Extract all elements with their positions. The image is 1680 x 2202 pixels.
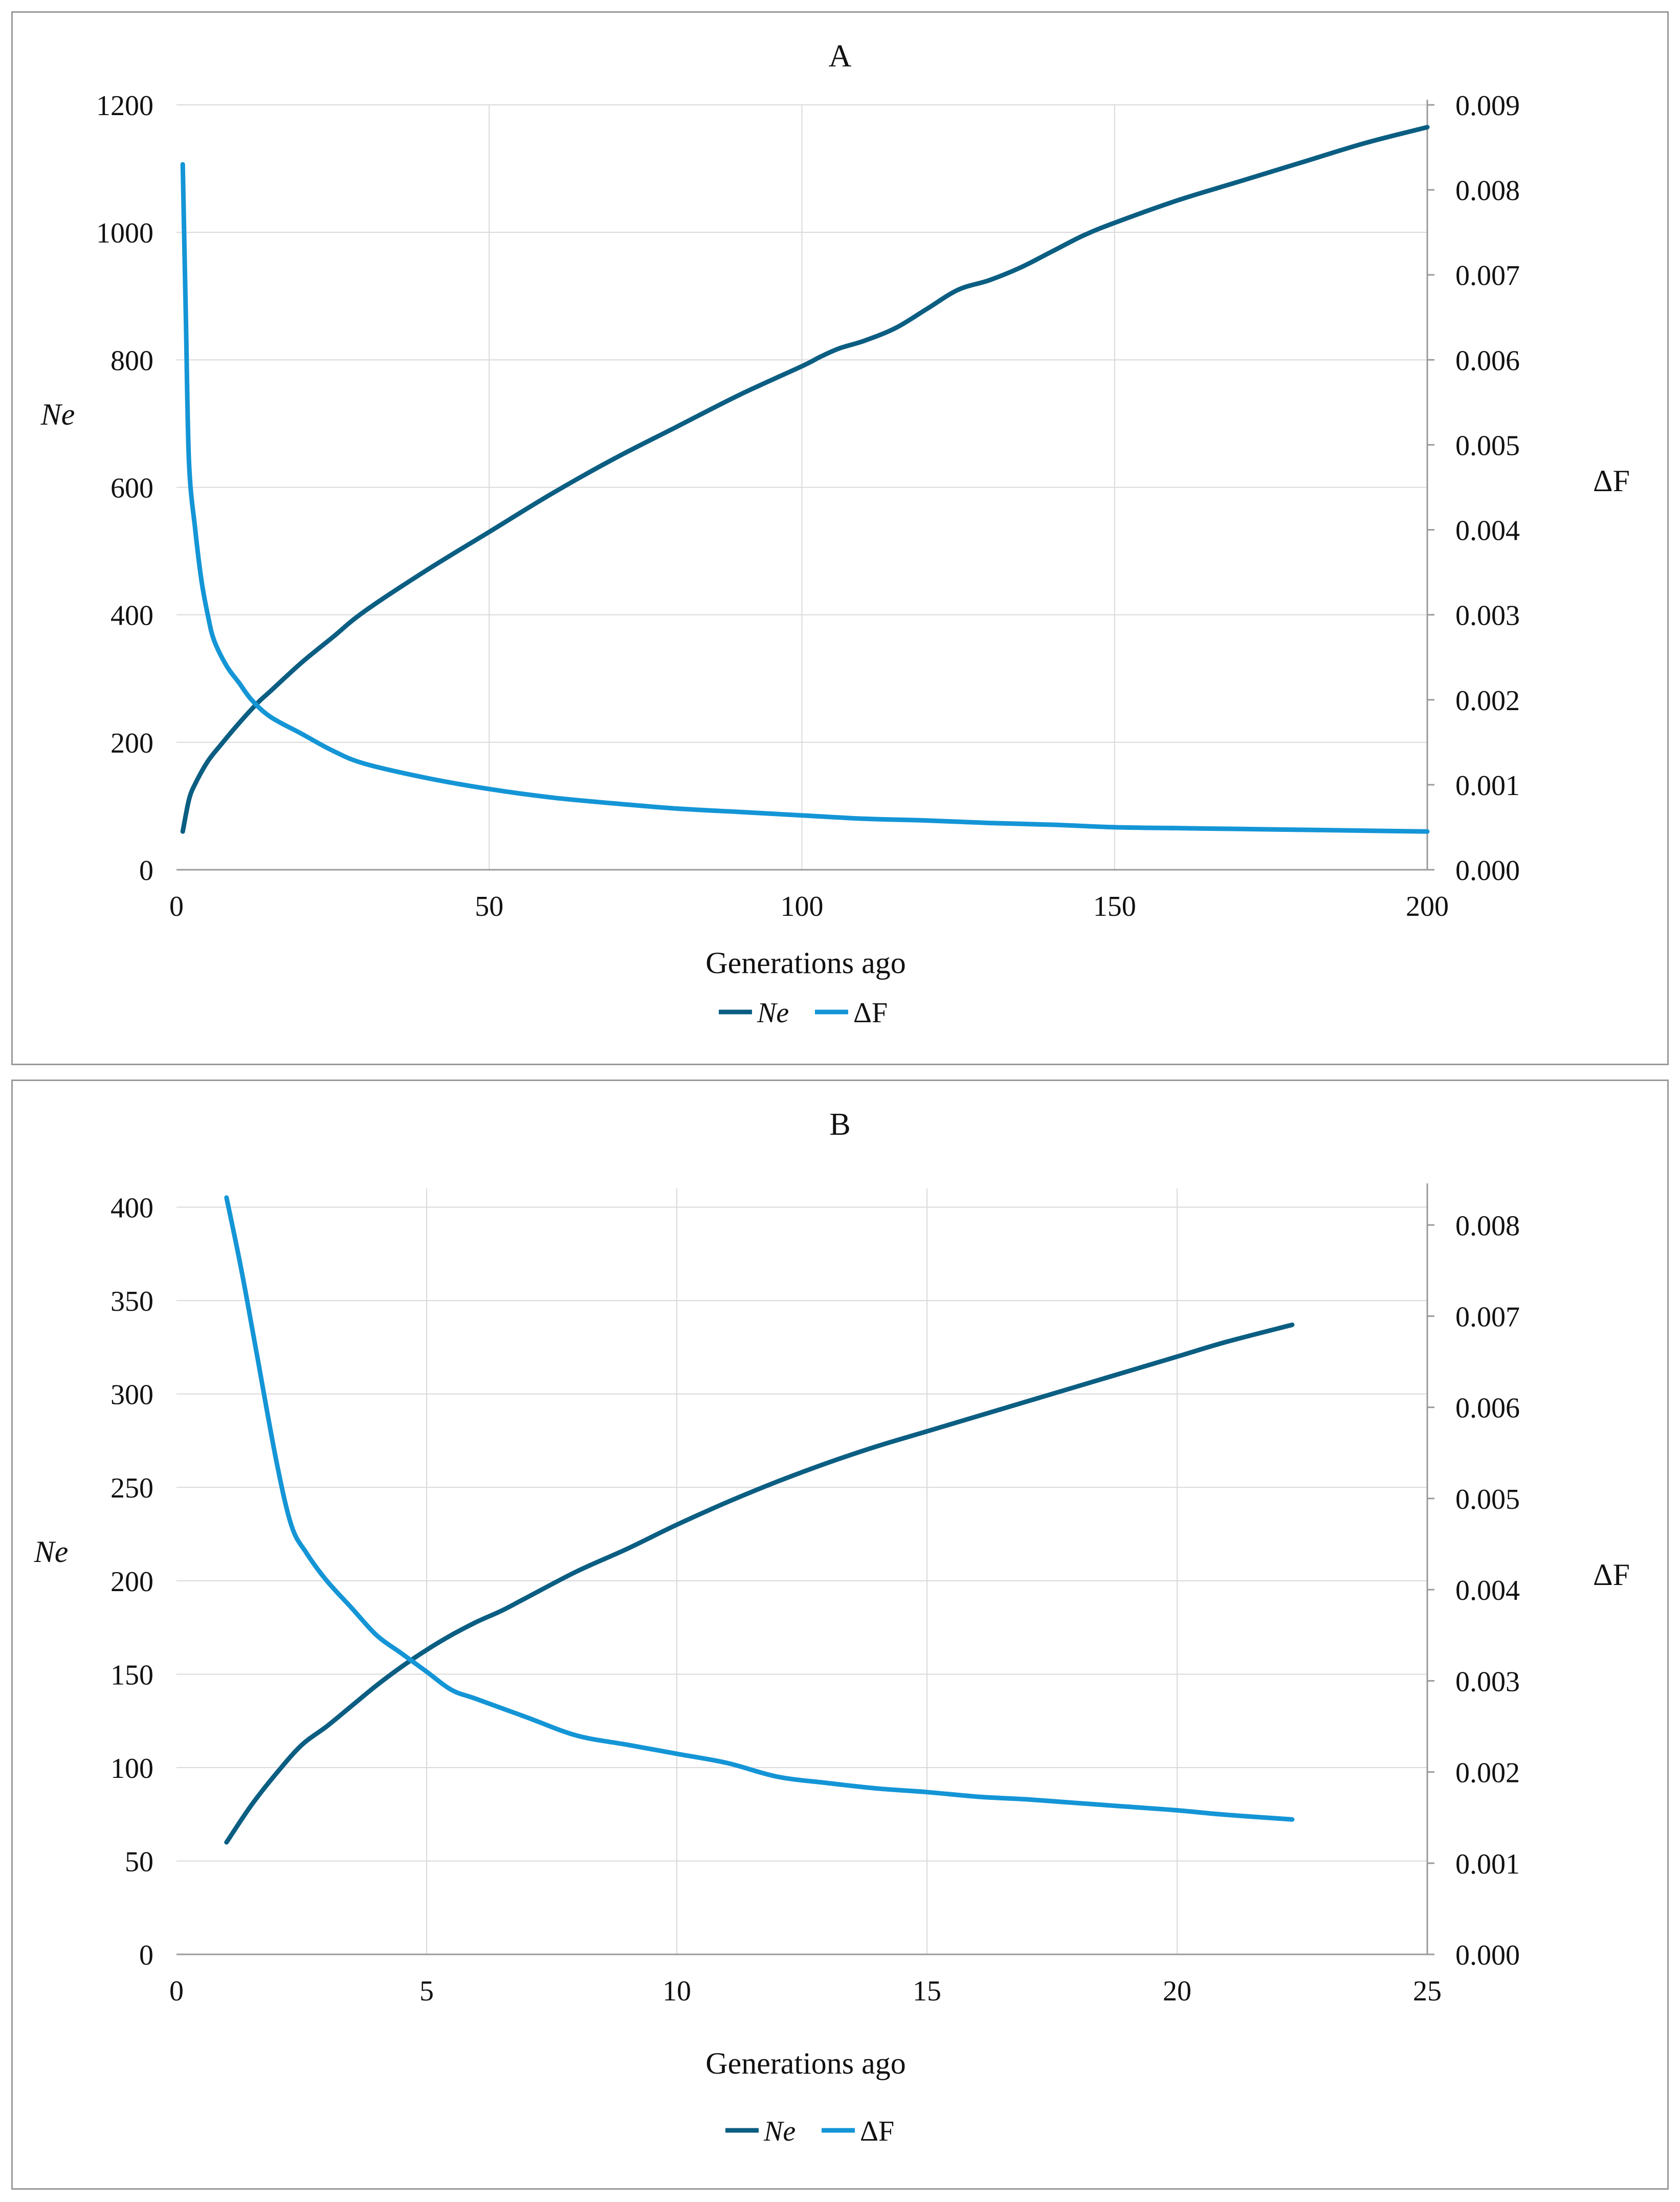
- chart-b-y-tick-label: 50: [125, 1846, 153, 1878]
- chart-b-y2-tick-label: 0.004: [1455, 1575, 1520, 1606]
- chart-b-y-tick-label: 150: [110, 1659, 153, 1691]
- chart-b-y-tick-label: 0: [139, 1940, 153, 1971]
- chart-b-title: B: [829, 1107, 850, 1142]
- chart-b-x-tick-label: 20: [1163, 1975, 1191, 2007]
- chart-b-x-tick-label: 0: [169, 1975, 184, 2007]
- chart-b-x-label: Generations ago: [705, 2046, 906, 2080]
- chart-a-series-delta-f-line: [180, 162, 1430, 834]
- chart-a-x-tick-label: 100: [781, 891, 824, 922]
- chart-b-series-delta-f-line: [224, 1195, 1295, 1822]
- chart-b-y2-tick-label: 0.001: [1455, 1848, 1520, 1880]
- chart-b-y-tick-label: 400: [110, 1193, 153, 1224]
- chart-b-x-tick-label: 25: [1413, 1975, 1442, 2007]
- chart-a-y-label: Ne: [40, 398, 75, 431]
- chart-b-y-tick-label: 250: [110, 1472, 153, 1504]
- chart-b-legend-ne-label: Ne: [763, 2116, 795, 2147]
- chart-b-y2-tick-label: 0.000: [1455, 1940, 1520, 1971]
- chart-a-y2-tick-label: 0.006: [1455, 345, 1520, 377]
- chart-b-y-tick-label: 200: [110, 1566, 153, 1598]
- chart-a-y-tick-label: 1200: [96, 90, 153, 122]
- chart-b-y-tick-label: 350: [110, 1286, 153, 1317]
- chart-a-x-tick-label: 0: [169, 891, 184, 922]
- chart-a-y2-tick-label: 0.001: [1455, 770, 1520, 802]
- chart-b-y2-label: ΔF: [1593, 1558, 1630, 1592]
- chart-a-svg: A Ne ΔF Generations ago Ne ΔF 0 50 100 150 2…: [40, 39, 1630, 1029]
- chart-a-y2-tick-label: 0.009: [1455, 90, 1520, 122]
- chart-panel-a: A Ne ΔF Generations ago Ne ΔF 0 50 100 150 2…: [11, 11, 1669, 1065]
- chart-a-legend-ne-label: Ne: [757, 997, 789, 1029]
- chart-a-y2-tick-label: 0.008: [1455, 175, 1520, 207]
- chart-a-y2-tick-label: 0.002: [1455, 685, 1520, 717]
- chart-a-gridlines: [176, 104, 1428, 870]
- chart-a-y-tick-label: 1000: [96, 217, 153, 249]
- chart-b-x-tick-label: 5: [419, 1975, 434, 2007]
- chart-a-x-label: Generations ago: [705, 946, 906, 980]
- chart-b-gridlines: [176, 1188, 1428, 1954]
- chart-a-y2-tick-label: 0.003: [1455, 600, 1520, 632]
- chart-b-y-tick-label: 300: [110, 1379, 153, 1411]
- chart-a-y-tick-label: 0: [139, 855, 153, 887]
- chart-b-series-ne-line: [224, 1323, 1295, 1845]
- chart-panel-b: B Ne ΔF Generations ago Ne ΔF 0 5 10 15 20 25…: [11, 1080, 1669, 2190]
- chart-b-svg: B Ne ΔF Generations ago Ne ΔF 0 5 10 15 20 25…: [34, 1107, 1630, 2147]
- chart-b-y2-tick-label: 0.006: [1455, 1393, 1520, 1424]
- chart-a-x-tick-label: 200: [1406, 891, 1449, 922]
- chart-b-y-tick-label: 100: [110, 1753, 153, 1785]
- chart-a-y2-tick-label: 0.007: [1455, 260, 1520, 292]
- chart-b-x-tick-label: 10: [662, 1975, 691, 2007]
- chart-a-legend-df-label: ΔF: [853, 997, 888, 1029]
- chart-b-y2-tick-label: 0.008: [1455, 1210, 1520, 1242]
- chart-b-legend-df-label: ΔF: [860, 2116, 894, 2147]
- chart-a-y2-label: ΔF: [1593, 464, 1630, 498]
- chart-a-y2-tick-label: 0.004: [1455, 515, 1520, 547]
- chart-a-y-tick-label: 200: [110, 728, 153, 759]
- chart-a-series-ne-line: [180, 125, 1430, 834]
- chart-a-x-tick-label: 50: [475, 891, 503, 922]
- chart-a-y-tick-label: 400: [110, 600, 153, 632]
- chart-a-y2-tick-label: 0.005: [1455, 430, 1520, 461]
- chart-a-x-tick-label: 150: [1093, 891, 1136, 922]
- chart-b-y2-tick-label: 0.007: [1455, 1302, 1520, 1333]
- chart-b-x-tick-label: 15: [913, 1975, 941, 2007]
- chart-b-y2-tick-label: 0.002: [1455, 1757, 1520, 1789]
- chart-b-y2-tick-label: 0.005: [1455, 1484, 1520, 1515]
- chart-a-y-tick-label: 800: [110, 345, 153, 377]
- chart-b-y-label: Ne: [34, 1535, 69, 1569]
- chart-a-title: A: [829, 39, 852, 74]
- chart-a-y2-tick-label: 0.000: [1455, 855, 1520, 887]
- chart-b-y2-tick-label: 0.003: [1455, 1666, 1520, 1698]
- chart-a-y-tick-label: 600: [110, 473, 153, 504]
